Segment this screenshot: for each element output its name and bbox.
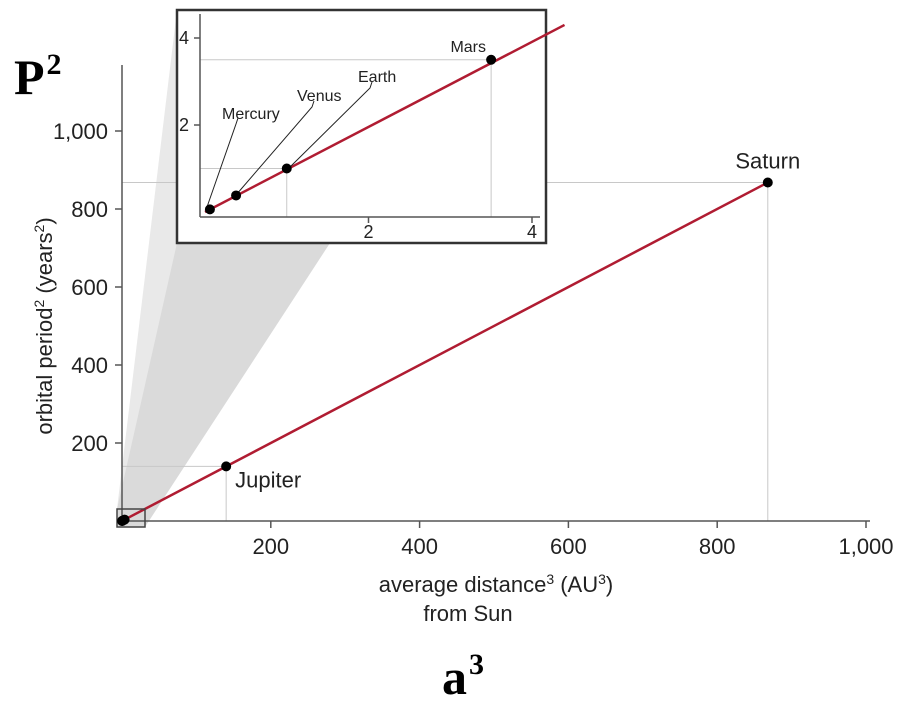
y-tick-label: 400 [71,353,108,378]
y-axis-label-part: (years [32,232,57,299]
x-axis-label-superscript: 3 [546,571,554,587]
x-tick-label: 600 [550,534,587,559]
a-cubed-label: a3 [442,649,484,705]
x-tick-label: 200 [252,534,289,559]
y-tick-label: 600 [71,275,108,300]
inset-point-label-earth: Earth [358,69,396,86]
x-axis-label-part: average distance [379,572,547,597]
p-squared-label: P2 [14,49,62,105]
y-axis-label-superscript: 2 [31,299,47,307]
y-tick-label: 1,000 [53,119,108,144]
inset-point-label-mercury: Mercury [222,106,280,123]
inset-frame [175,8,548,245]
point-saturn [762,177,773,188]
y-tick-label: 800 [71,197,108,222]
y-tick-label: 200 [71,431,108,456]
y-axis-label-part: ) [32,217,57,224]
inset-point-mercury [204,204,215,215]
zoom-box [116,508,146,528]
x-tick-label: 1,000 [838,534,893,559]
p-squared-exponent: 2 [46,48,62,81]
x-axis-label-part: ) [606,572,613,597]
x-axis-label: average distance3 (AU3) [379,571,613,597]
inset-y-tick-label: 2 [179,115,189,135]
p-squared-base: P [14,49,45,105]
x-axis-label-line2: from Sun [423,601,512,626]
inset-point-earth [281,163,292,174]
inset-leader-earth [288,81,373,169]
inset-point-label-venus: Venus [297,88,341,105]
inset-point-venus [231,190,242,201]
zoom-wedge-highlight [117,10,177,509]
point-mars [119,514,130,525]
inset-x-tick-label: 4 [527,222,537,242]
x-tick-label: 800 [699,534,736,559]
inset-leader-mercury [206,117,239,208]
x-tick-label: 400 [401,534,438,559]
inset-chart: 2 4 2 4 Mercury Venus Earth Mars [175,8,566,245]
a-cubed-exponent: 3 [469,648,484,681]
point-label-saturn: Saturn [735,148,800,173]
x-axis-label-superscript: 3 [598,571,606,587]
inset-point-mars [486,54,497,65]
point-jupiter [221,461,232,472]
point-label-jupiter: Jupiter [235,467,301,492]
inset-x-tick-label: 2 [363,222,373,242]
a-cubed-base: a [442,649,467,705]
inset-y-tick-label: 4 [179,28,189,48]
inset-point-label-mars: Mars [450,39,486,56]
inset-leader-venus [235,100,315,196]
y-axis-label: orbital period2 (years2) [31,217,57,434]
y-axis-label-superscript: 2 [31,224,47,232]
y-axis-label-part: orbital period [32,307,57,434]
inset-fit-line [204,23,566,214]
x-axis-label-part: (AU [554,572,598,597]
